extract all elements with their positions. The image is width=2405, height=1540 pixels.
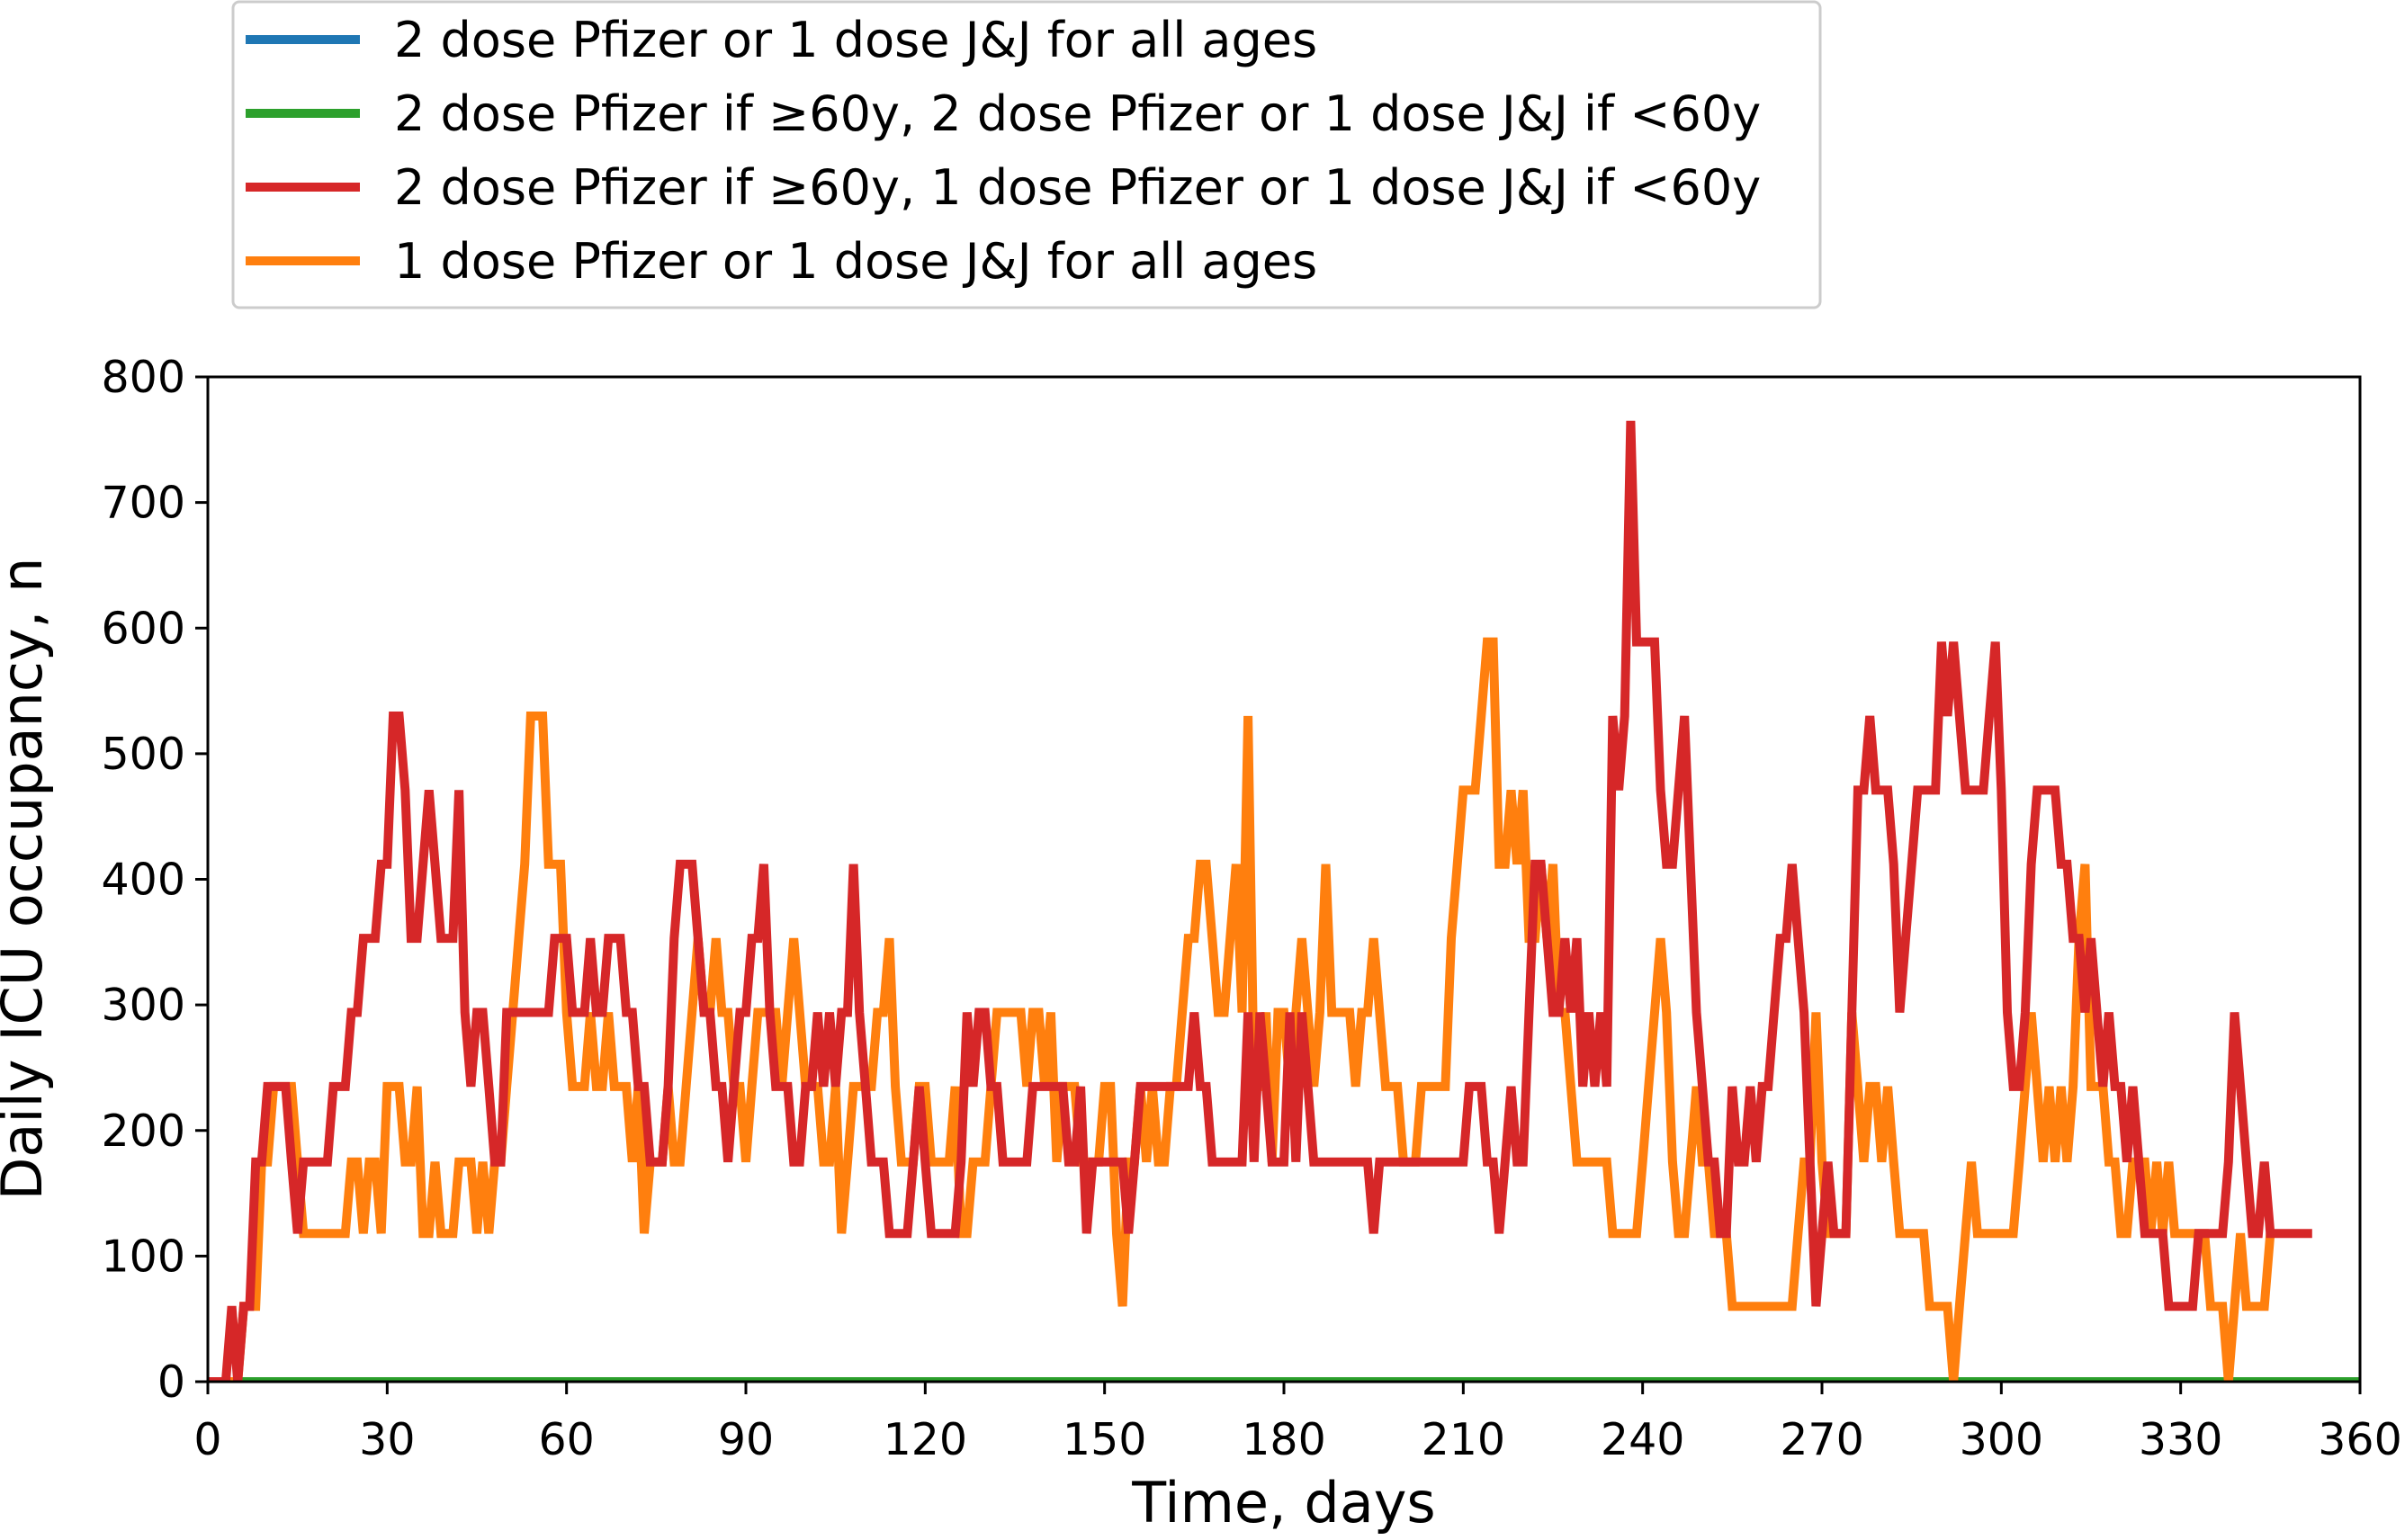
x-tick-label: 120 [884, 1414, 968, 1465]
y-tick-label: 300 [101, 980, 185, 1031]
x-tick-label: 210 [1422, 1414, 1506, 1465]
legend-label: 2 dose Pfizer or 1 dose J&J for all ages [394, 12, 1317, 68]
legend: 2 dose Pfizer or 1 dose J&J for all ages… [231, 0, 1822, 309]
x-tick-label: 180 [1242, 1414, 1326, 1465]
y-tick-label: 700 [101, 478, 185, 529]
x-axis-label: Time, days [1131, 1470, 1436, 1536]
y-tick-label: 200 [101, 1106, 185, 1157]
x-tick-label: 60 [538, 1414, 594, 1465]
y-tick-label: 500 [101, 729, 185, 780]
x-tick-label: 240 [1601, 1414, 1685, 1465]
y-axis: 0 100 200 300 400 500 600 700 800 [101, 352, 208, 1408]
legend-label: 2 dose Pfizer if ≥60y, 1 dose Pfizer or … [394, 159, 1761, 216]
series-line [208, 420, 2312, 1382]
y-tick-label: 0 [157, 1356, 185, 1408]
x-tick-label: 330 [2139, 1414, 2223, 1465]
legend-label: 1 dose Pfizer or 1 dose J&J for all ages [394, 233, 1317, 290]
legend-frame [231, 0, 1822, 309]
y-tick-label: 100 [101, 1231, 185, 1282]
y-tick-label: 600 [101, 603, 185, 654]
x-axis: 0 30 60 90 120 150 180 210 240 270 300 330 360 [193, 1382, 2402, 1465]
x-tick-label: 270 [1780, 1414, 1864, 1465]
x-tick-label: 150 [1063, 1414, 1147, 1465]
x-tick-label: 30 [359, 1414, 415, 1465]
y-tick-label: 400 [101, 855, 185, 906]
x-tick-label: 300 [1960, 1414, 2044, 1465]
x-tick-label: 360 [2318, 1414, 2402, 1465]
series-line [208, 637, 2275, 1382]
legend-label: 2 dose Pfizer if ≥60y, 2 dose Pfizer or … [394, 85, 1761, 142]
x-tick-label: 90 [718, 1414, 774, 1465]
y-tick-label: 800 [101, 352, 185, 403]
y-axis-label: Daily ICU occupancy, n [0, 558, 55, 1201]
x-tick-label: 0 [193, 1414, 221, 1465]
series-layer [208, 420, 2360, 1382]
